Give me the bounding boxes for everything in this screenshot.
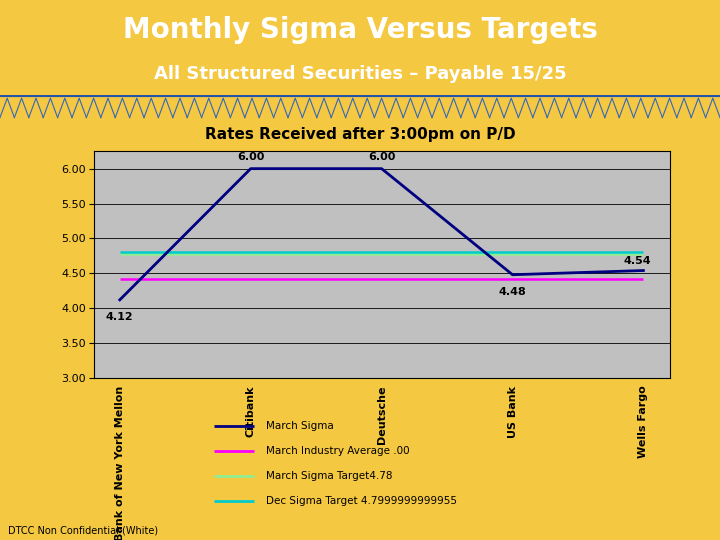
- Text: Monthly Sigma Versus Targets: Monthly Sigma Versus Targets: [122, 16, 598, 44]
- Text: March Sigma: March Sigma: [266, 421, 334, 431]
- Text: 4.54: 4.54: [624, 256, 652, 266]
- Text: 4.48: 4.48: [499, 287, 526, 296]
- Text: 6.00: 6.00: [368, 152, 395, 161]
- Text: All Structured Securities – Payable 15/25: All Structured Securities – Payable 15/2…: [153, 65, 567, 83]
- Text: 6.00: 6.00: [237, 152, 264, 161]
- Text: March Industry Average .00: March Industry Average .00: [266, 447, 410, 456]
- Text: March Sigma Target4.78: March Sigma Target4.78: [266, 471, 392, 481]
- Text: DTCC Non Confidential (White): DTCC Non Confidential (White): [7, 525, 158, 536]
- Text: Rates Received after 3:00pm on P/D: Rates Received after 3:00pm on P/D: [204, 127, 516, 143]
- Text: 4.12: 4.12: [106, 312, 134, 322]
- Text: Dec Sigma Target 4.7999999999955: Dec Sigma Target 4.7999999999955: [266, 496, 457, 506]
